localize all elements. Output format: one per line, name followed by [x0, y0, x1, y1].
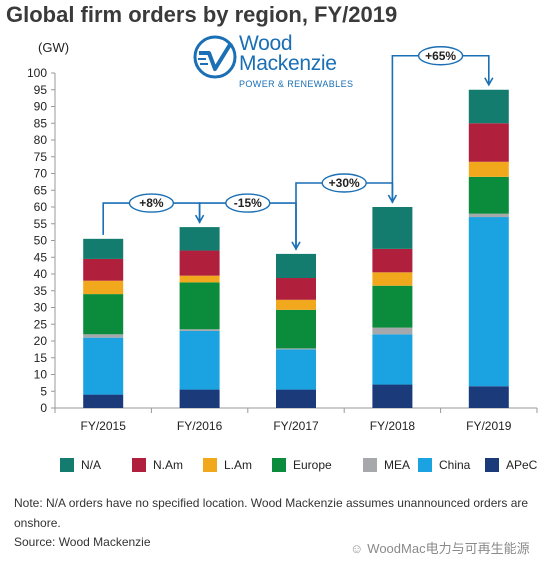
x-tick-label: FY/2018 — [370, 419, 416, 433]
bar-segment-l-am-fy-2019 — [468, 161, 509, 177]
growth-badge — [321, 173, 367, 193]
bar-segment-apec-fy-2016 — [179, 389, 220, 408]
bar-segment-n-am-fy-2018 — [372, 248, 413, 273]
y-tick-label: 100 — [27, 66, 47, 80]
legend-label: N/A — [81, 458, 102, 472]
legend-swatch — [132, 458, 146, 472]
y-tick-label: 75 — [34, 150, 48, 164]
bar-segment-mea-fy-2019 — [468, 213, 509, 218]
watermark-text: WoodMac电力与可再生能源 — [367, 541, 530, 556]
y-tick-label: 60 — [34, 200, 48, 214]
legend-swatch — [272, 458, 286, 472]
y-tick-label: 15 — [34, 351, 48, 365]
bar-segment-l-am-fy-2018 — [372, 272, 413, 286]
bar-segment-l-am-fy-2016 — [179, 275, 220, 283]
growth-label: +65% — [425, 49, 456, 63]
bar-segment-europe-fy-2019 — [468, 176, 509, 214]
y-axis-unit-label: (GW) — [38, 40, 70, 55]
y-tick-label: 5 — [40, 384, 47, 398]
bar-segment-china-fy-2015 — [83, 337, 124, 395]
y-tick-label: 40 — [34, 267, 48, 281]
bar-segment-apec-fy-2017 — [276, 389, 316, 408]
bar-segment-china-fy-2016 — [179, 330, 220, 390]
legend-label: L.Am — [224, 458, 253, 472]
legend-label: MEA — [384, 458, 411, 472]
bar-segment-china-fy-2019 — [468, 217, 509, 387]
logo-name: Wood Mackenzie — [239, 32, 337, 75]
bar-segment-n-am-fy-2015 — [83, 258, 124, 281]
y-tick-label: 10 — [34, 368, 48, 382]
wood-mackenzie-logo: Wood Mackenzie POWER & RENEWABLES — [193, 32, 363, 97]
bar-segment-n-am-fy-2017 — [276, 278, 316, 300]
y-tick-label: 65 — [34, 183, 48, 197]
bar-segment-n-a-fy-2016 — [179, 227, 220, 251]
bar-segment-n-a-fy-2015 — [83, 238, 124, 259]
y-tick-label: 35 — [34, 284, 48, 298]
bar-segment-europe-fy-2016 — [179, 282, 220, 330]
bar-segment-mea-fy-2017 — [276, 348, 316, 350]
watermark: ☺ WoodMac电力与可再生能源 — [350, 538, 530, 557]
legend-label: N.Am — [153, 458, 183, 472]
bar-segment-mea-fy-2018 — [372, 327, 413, 335]
growth-label: +30% — [329, 176, 360, 190]
y-tick-label: 50 — [34, 234, 48, 248]
growth-badge — [128, 193, 175, 213]
bar-segment-mea-fy-2015 — [83, 334, 124, 338]
legend-label: APeC — [506, 458, 538, 472]
bar-segment-apec-fy-2015 — [83, 394, 124, 408]
legend-swatch — [418, 458, 432, 472]
y-tick-label: 20 — [34, 334, 48, 348]
bar-segment-n-a-fy-2019 — [468, 89, 509, 124]
x-tick-label: FY/2019 — [466, 419, 512, 433]
bar-segment-europe-fy-2017 — [276, 309, 316, 349]
bar-segment-europe-fy-2015 — [83, 294, 124, 335]
legend-label: China — [439, 458, 471, 472]
y-tick-label: 30 — [34, 301, 48, 315]
y-tick-label: 45 — [34, 250, 48, 264]
x-tick-label: FY/2017 — [273, 419, 319, 433]
y-tick-label: 70 — [34, 167, 48, 181]
legend-swatch — [363, 458, 377, 472]
y-tick-label: 80 — [34, 133, 48, 147]
legend-swatch — [60, 458, 74, 472]
y-tick-label: 25 — [34, 317, 48, 331]
y-tick-label: 90 — [34, 100, 48, 114]
bar-segment-l-am-fy-2017 — [276, 299, 316, 310]
growth-arrowhead — [484, 77, 494, 87]
legend-label: Europe — [293, 458, 332, 472]
y-tick-label: 55 — [34, 217, 48, 231]
growth-label: +8% — [139, 196, 164, 210]
bar-segment-mea-fy-2016 — [179, 329, 220, 331]
bar-segment-apec-fy-2019 — [468, 386, 509, 408]
bar-segment-n-a-fy-2018 — [372, 207, 413, 249]
bar-segment-china-fy-2017 — [276, 349, 316, 390]
logo-tagline: POWER & RENEWABLES — [239, 79, 354, 89]
bar-segment-apec-fy-2018 — [372, 384, 413, 408]
bar-segment-n-am-fy-2019 — [468, 123, 509, 162]
bar-segment-n-a-fy-2017 — [276, 253, 316, 279]
x-tick-label: FY/2015 — [81, 419, 127, 433]
chart-source: Source: Wood Mackenzie — [14, 535, 151, 549]
chart-note: Note: N/A orders have no specified locat… — [14, 496, 529, 530]
stacked-bar-chart: 0 5 10 15 20 25 30 35 40 45 50 55 60 65 70 75 80 85 90 95 10… — [27, 46, 538, 433]
bar-segment-n-am-fy-2016 — [179, 250, 220, 276]
bar-segment-europe-fy-2018 — [372, 285, 413, 328]
growth-badge — [417, 46, 464, 66]
growth-label: -15% — [234, 196, 262, 210]
y-tick-label: 95 — [34, 83, 48, 97]
legend-swatch — [485, 458, 499, 472]
chart-title: Global firm orders by region, FY/2019 — [6, 2, 398, 27]
legend-swatch — [203, 458, 217, 472]
y-tick-label: 85 — [34, 116, 48, 130]
growth-badge — [225, 193, 271, 213]
wechat-icon: ☺ — [350, 541, 364, 556]
bar-segment-china-fy-2018 — [372, 334, 413, 385]
y-tick-label: 0 — [40, 401, 47, 415]
bar-segment-l-am-fy-2015 — [83, 280, 124, 295]
x-tick-label: FY/2016 — [177, 419, 223, 433]
wood-mackenzie-logo-icon — [193, 35, 237, 79]
